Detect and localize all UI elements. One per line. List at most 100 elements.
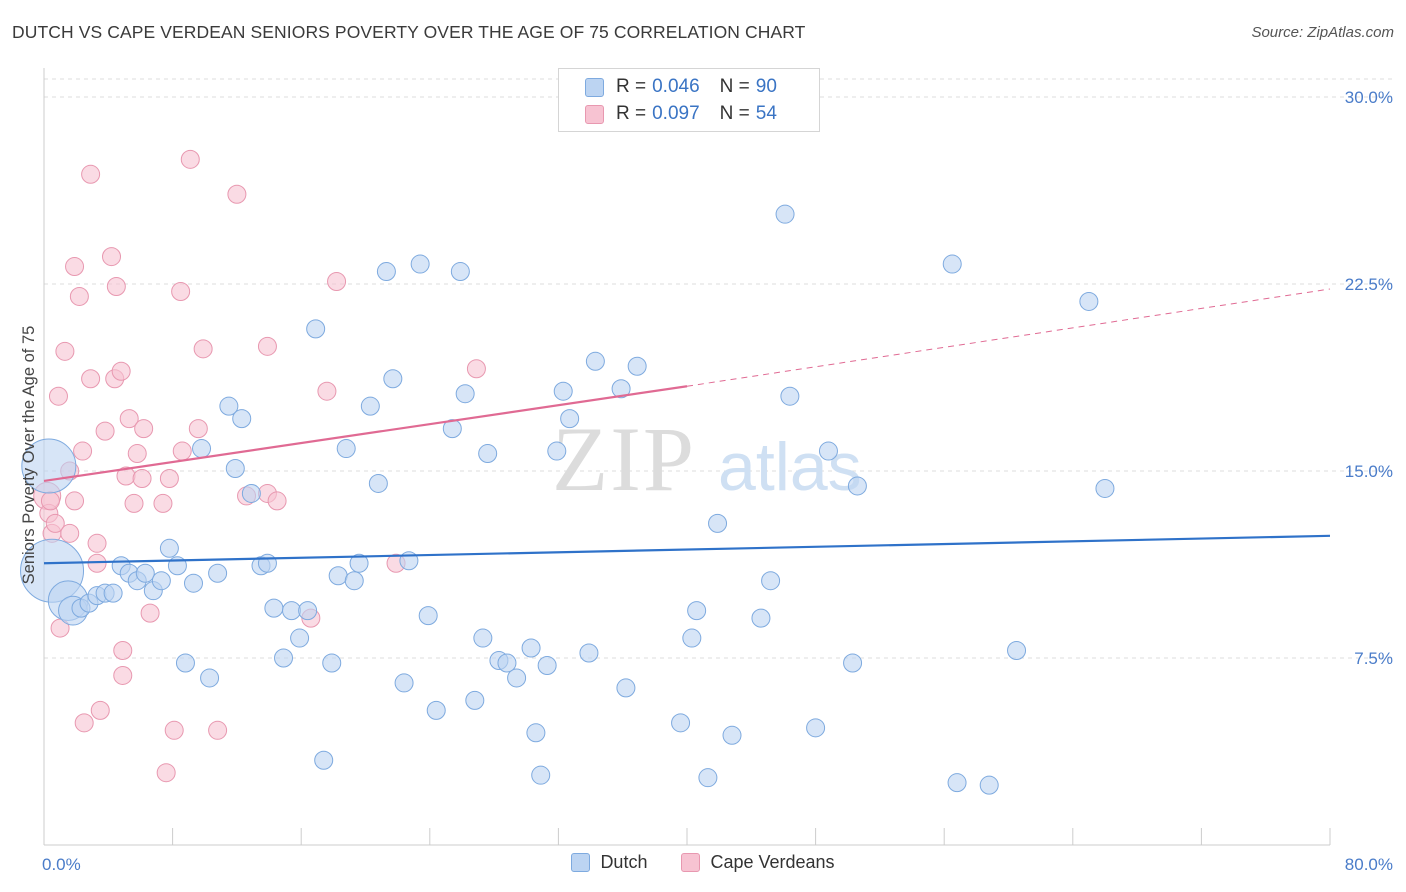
- dutch-point: [360, 396, 380, 416]
- dutch-point: [376, 262, 396, 282]
- series-swatch-cape: [681, 853, 701, 872]
- dutch-point: [264, 598, 284, 618]
- cape-trend-extension: [686, 288, 1331, 387]
- dutch-point: [322, 653, 342, 673]
- cape-verdean-point: [48, 386, 68, 406]
- cape-verdean-point: [73, 441, 93, 461]
- cape-verdean-point: [327, 272, 347, 292]
- legend-r-value-cape: 0.097: [652, 103, 700, 124]
- dutch-point: [383, 369, 403, 389]
- dutch-point: [751, 608, 771, 628]
- dutch-point: [328, 566, 348, 586]
- y-tick-label: 22.5%: [1345, 275, 1393, 294]
- dutch-point: [979, 775, 999, 795]
- dutch-point: [585, 351, 605, 371]
- dutch-point: [175, 653, 195, 673]
- legend-row-cape: R = 0.097 N = 54: [585, 101, 777, 127]
- cape-verdean-point: [140, 603, 160, 623]
- dutch-point: [426, 700, 446, 720]
- cape-verdean-point: [208, 720, 228, 740]
- legend-n-value-dutch: 90: [755, 76, 777, 97]
- dutch-point: [208, 563, 228, 583]
- dutch-point: [349, 553, 369, 573]
- source-credit: Source: ZipAtlas.com: [1251, 24, 1394, 41]
- dutch-point: [537, 655, 557, 675]
- dutch-point: [21, 438, 77, 494]
- series-label-cape: Cape Verdeans: [710, 852, 835, 872]
- cape-verdean-point: [81, 164, 101, 184]
- dutch-point: [616, 678, 636, 698]
- dutch-point: [410, 254, 430, 274]
- dutch-point: [818, 441, 838, 461]
- dutch-point: [442, 419, 462, 439]
- cape-verdean-point: [172, 441, 192, 461]
- cape-verdean-point: [60, 523, 80, 543]
- cape-verdean-point: [466, 359, 486, 379]
- cape-verdean-point: [171, 281, 191, 301]
- cape-verdean-point: [193, 339, 213, 359]
- dutch-point: [394, 673, 414, 693]
- cape-verdean-point: [132, 468, 152, 488]
- dutch-point: [806, 718, 826, 738]
- cape-verdean-point: [90, 700, 110, 720]
- cape-verdean-point: [164, 720, 184, 740]
- y-tick-label: 15.0%: [1345, 462, 1393, 481]
- y-tick-label: 7.5%: [1354, 649, 1393, 668]
- dutch-point: [497, 653, 517, 673]
- cape-verdean-point: [156, 763, 176, 783]
- dutch-point: [336, 439, 356, 459]
- cape-verdean-point: [134, 419, 154, 439]
- cape-verdean-point: [227, 184, 247, 204]
- dutch-point: [298, 601, 318, 621]
- dutch-point: [698, 768, 718, 788]
- legend-swatch-dutch: [585, 77, 604, 97]
- dutch-point: [450, 262, 470, 282]
- legend-swatch-cape: [585, 104, 604, 124]
- dutch-point: [465, 690, 485, 710]
- legend-row-dutch: R = 0.046 N = 90: [585, 74, 777, 100]
- dutch-point: [225, 459, 245, 479]
- cape-verdean-point: [65, 257, 85, 277]
- dutch-point: [274, 648, 294, 668]
- dutch-point: [183, 573, 203, 593]
- dutch-point: [507, 668, 527, 688]
- grid-lines: [44, 78, 1392, 659]
- cape-verdean-point: [106, 276, 126, 296]
- dutch-point: [103, 583, 123, 603]
- dutch-point: [282, 601, 302, 621]
- cape-verdean-point: [81, 369, 101, 389]
- x-tick-label-end: 80.0%: [1345, 855, 1393, 874]
- cape-verdean-point: [55, 341, 75, 361]
- dutch-point: [1095, 478, 1115, 498]
- dutch-point: [722, 725, 742, 745]
- cape-verdean-point: [267, 491, 287, 511]
- legend-n-label: N =: [719, 103, 750, 124]
- cape-verdean-point: [188, 419, 208, 439]
- cape-verdean-point: [65, 491, 85, 511]
- cape-verdean-point: [119, 409, 139, 429]
- cape-verdean-point: [45, 513, 65, 533]
- cape-verdean-point: [124, 493, 144, 513]
- dutch-point: [455, 384, 475, 404]
- dutch-point: [478, 444, 498, 464]
- series-legend-cape: Cape Verdeans: [681, 852, 835, 873]
- trend-lines: [43, 288, 1331, 565]
- dutch-point: [553, 381, 573, 401]
- dutch-point: [780, 386, 800, 406]
- dutch-point: [241, 483, 261, 503]
- dutch-point: [290, 628, 310, 648]
- dutch-point: [306, 319, 326, 339]
- legend-r-value-dutch: 0.046: [652, 76, 700, 97]
- cape-verdean-point: [69, 286, 89, 306]
- cape-verdean-point: [74, 713, 94, 733]
- dutch-point: [232, 409, 252, 429]
- dutch-point: [947, 773, 967, 793]
- cape-verdeans-points: [33, 149, 486, 783]
- dutch-point: [521, 638, 541, 658]
- dutch-point: [775, 204, 795, 224]
- dutch-point: [708, 513, 728, 533]
- cape-verdean-point: [111, 361, 131, 381]
- dutch-point: [531, 765, 551, 785]
- dutch-point: [159, 538, 179, 558]
- cape-verdean-point: [95, 421, 115, 441]
